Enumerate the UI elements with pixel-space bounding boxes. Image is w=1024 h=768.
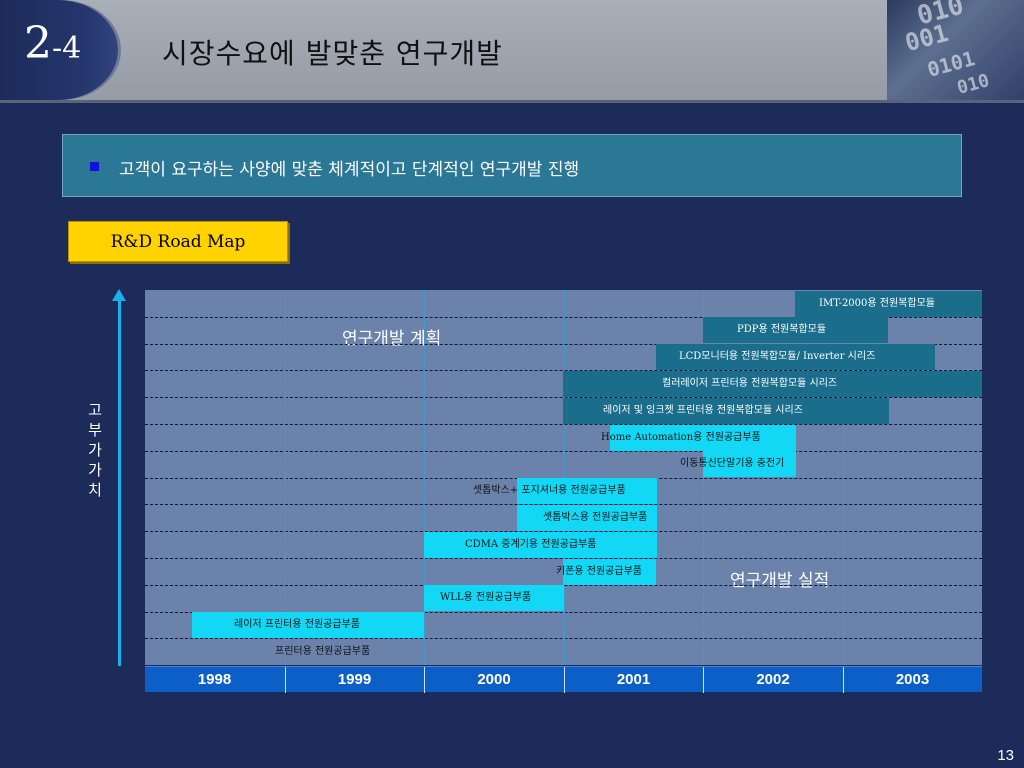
page-number: 13 — [997, 747, 1014, 764]
actual-bar — [610, 424, 796, 451]
roadmap-item-label: 레이저 및 잉크젯 프린터용 전원복합모듈 시리즈 — [603, 404, 803, 416]
header-divider — [0, 100, 1024, 103]
actual-bar — [517, 504, 657, 531]
axis-label-char: 가 — [88, 461, 102, 479]
up-arrow-icon — [112, 289, 126, 301]
actual-bar — [563, 558, 656, 585]
roadmap-item-label: 셋톱박스용 전원공급부품 — [543, 511, 648, 523]
grid-column-line — [563, 290, 565, 665]
actual-bar — [517, 478, 657, 505]
year-cell: 2000 — [424, 667, 563, 693]
grid-column-line — [703, 290, 704, 665]
summary-banner: 고객이 요구하는 사양에 맞춘 체계적이고 단계적인 연구개발 진행 — [62, 134, 962, 197]
slide-header — [0, 0, 1024, 100]
section-number-tab: 2-4 — [0, 0, 118, 100]
page-title: 시장수요에 발맞춘 연구개발 — [162, 37, 503, 70]
grid-column-line — [842, 290, 844, 665]
year-cell: 2001 — [563, 667, 703, 693]
roadmap-item-label: LCD모니터용 전원복합모듈/ Inverter 시리즈 — [679, 351, 876, 363]
year-cell: 1998 — [197, 671, 232, 688]
year-cell: 2002 — [703, 667, 842, 693]
plan-bar — [795, 290, 982, 317]
year-axis: 1998 1999 2000 2001 2002 2003 — [145, 666, 982, 693]
roadmap-item-label: Home Automation용 전원공급부품 — [601, 431, 761, 443]
plan-bar — [656, 344, 935, 371]
roadmap-item-label: 이동통신단말기용 충전기 — [680, 458, 785, 470]
roadmap-item-label: IMT-2000용 전원복합모듈 — [819, 297, 935, 309]
section-number: 2-4 — [24, 22, 81, 66]
actual-label: 연구개발 실적 — [730, 571, 830, 591]
actual-bar — [192, 612, 424, 639]
square-bullet-icon — [90, 162, 99, 171]
axis-label-char: 부 — [88, 421, 102, 439]
roadmap-item-label: PDP용 전원복합모듈 — [737, 324, 827, 336]
actual-bar — [424, 585, 564, 612]
axis-label-char: 치 — [88, 481, 102, 499]
roadmap-item-label: 셋톱박스+ 포지셔너용 전원공급부품 — [473, 485, 626, 497]
value-axis-arrow — [118, 300, 121, 666]
plan-bar — [563, 397, 889, 424]
roadmap-label: R&D Road Map — [68, 221, 288, 262]
year-cell: 1999 — [284, 667, 424, 693]
plan-label: 연구개발 계획 — [342, 329, 442, 349]
roadmap-item-label: 레이저 프린터용 전원공급부품 — [234, 619, 360, 631]
section-number-suffix: -4 — [52, 31, 82, 66]
year-cell: 2003 — [842, 667, 982, 693]
plan-bar — [563, 370, 982, 397]
plan-bar — [703, 317, 888, 344]
summary-text: 고객이 요구하는 사양에 맞춘 체계적이고 단계적인 연구개발 진행 — [119, 160, 580, 180]
roadmap-item-label: 키폰용 전원공급부품 — [556, 565, 642, 577]
grid-column-line — [284, 290, 286, 665]
actual-bar — [703, 451, 796, 478]
roadmap-item-label: CDMA 중계기용 전원공급부품 — [465, 538, 597, 550]
roadmap-item-label: WLL용 전원공급부품 — [440, 592, 532, 604]
binary-code-decoration: 010 001 0101 010 — [887, 0, 1024, 100]
axis-label-char: 가 — [88, 441, 102, 459]
roadmap-chart: 연구개발 계획 연구개발 실적 IMT-2000용 전원복합모듈 PDP용 전원복… — [145, 290, 982, 665]
roadmap-item-label: 컬러레이저 프린터용 전원복합모듈 시리즈 — [662, 377, 838, 389]
roadmap-item-label: 프린터용 전원공급부품 — [275, 645, 371, 657]
axis-label-char: 고 — [88, 401, 102, 419]
actual-bar — [424, 531, 657, 558]
grid-column-line — [424, 290, 425, 665]
section-number-main: 2 — [24, 18, 52, 69]
